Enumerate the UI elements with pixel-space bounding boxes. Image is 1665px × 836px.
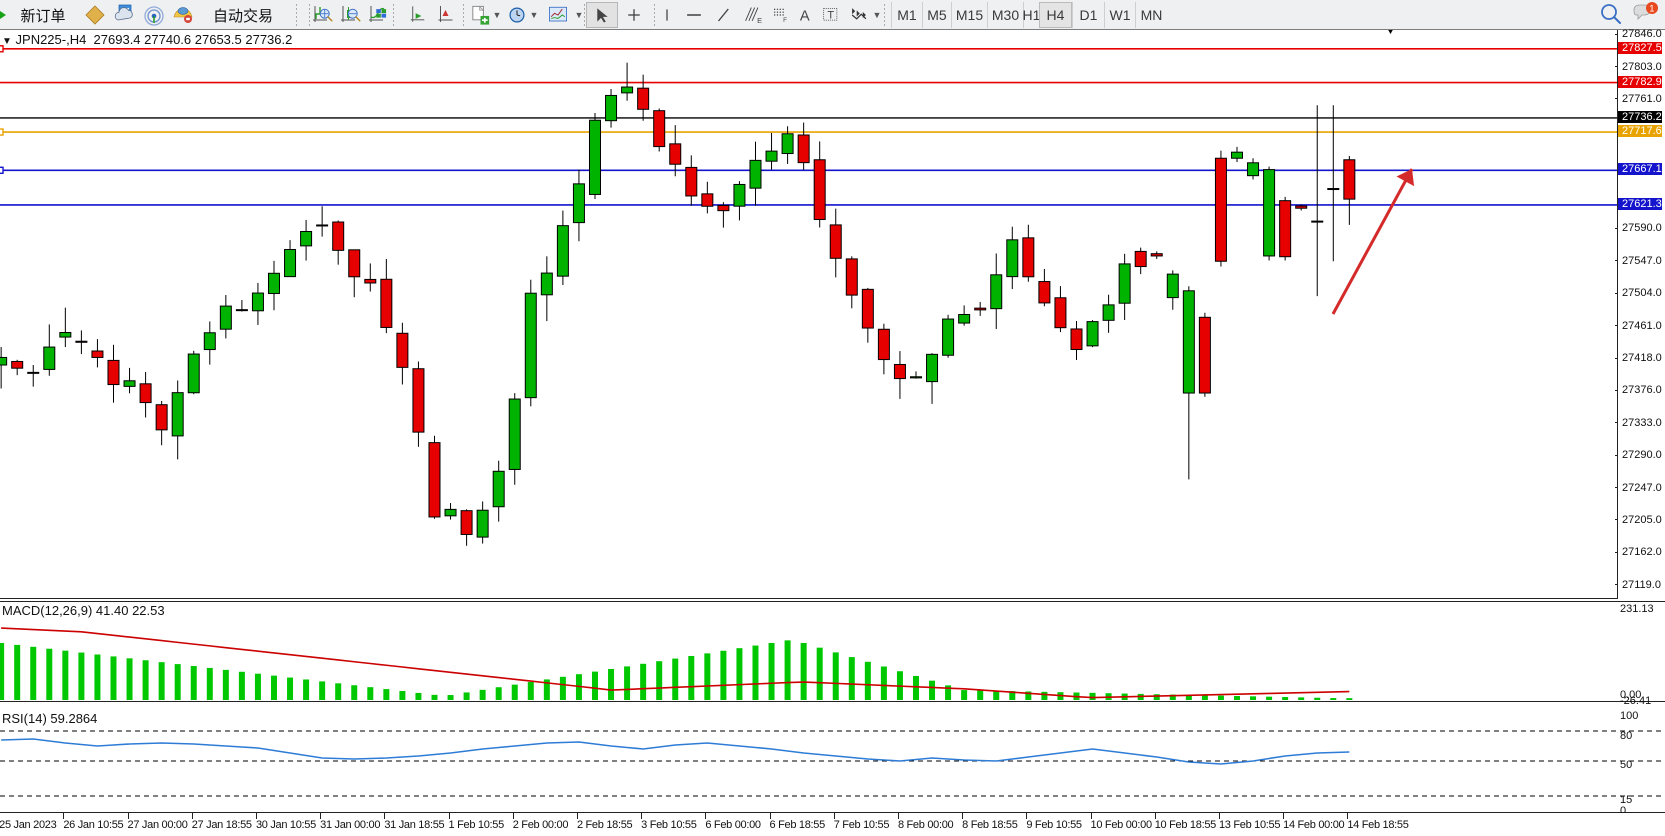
- svg-text:E: E: [757, 16, 762, 25]
- svg-text:T: T: [827, 10, 834, 22]
- svg-text:1: 1: [1649, 3, 1654, 14]
- svg-text:A: A: [800, 8, 810, 24]
- svg-text:F: F: [783, 17, 787, 24]
